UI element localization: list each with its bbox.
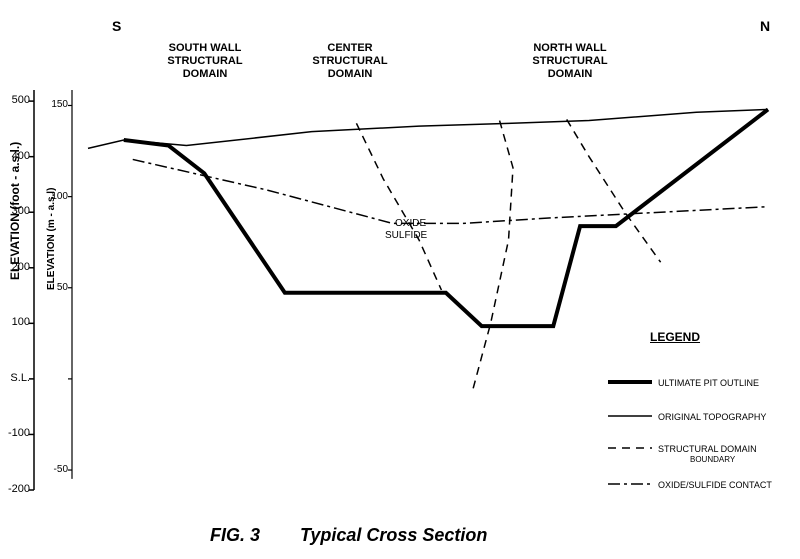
legend-item-2: STRUCTURAL DOMAIN [658,444,757,454]
chart-svg [0,0,800,559]
legend-item-1: ORIGINAL TOPOGRAPHY [658,412,766,422]
legend-item-0: ULTIMATE PIT OUTLINE [658,378,759,388]
figure-caption-text: Typical Cross Section [300,525,487,546]
legend-item-3: OXIDE/SULFIDE CONTACT [658,480,772,490]
figure-caption-prefix: FIG. 3 [210,525,260,546]
legend-item-2-sub: BOUNDARY [690,455,735,464]
